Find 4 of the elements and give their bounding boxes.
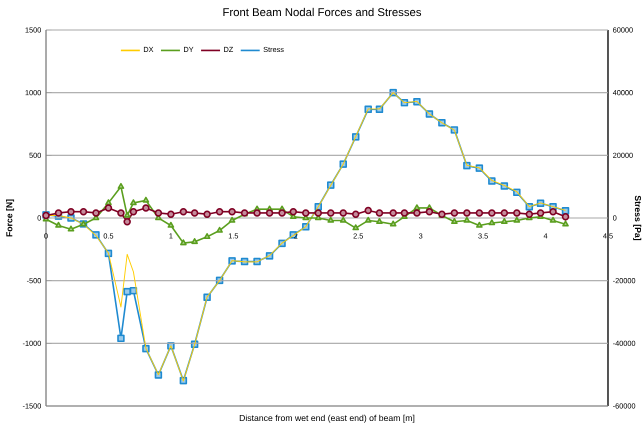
y-axis-title: Force [N] — [6, 199, 14, 236]
y2-axis-title: Stress [Pa] — [633, 196, 642, 240]
chart-title: Front Beam Nodal Forces and Stresses — [223, 8, 422, 16]
x-axis-title: Distance from wet end (east end) of beam [m] — [240, 414, 414, 423]
